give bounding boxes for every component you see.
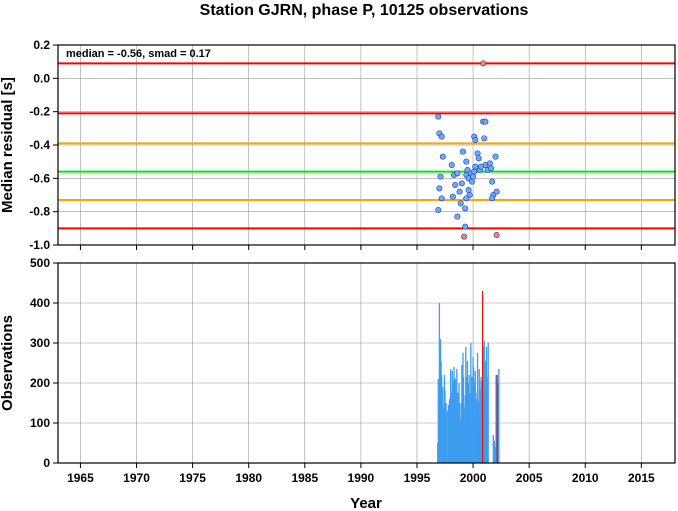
- residual-y-tick-label: -1.0: [29, 238, 50, 252]
- residual-point: [438, 133, 445, 140]
- year-tick-label: 1975: [179, 471, 206, 485]
- residual-point: [436, 185, 443, 192]
- residual-point: [456, 188, 463, 195]
- residual-y-tick-label: -0.6: [29, 171, 50, 185]
- residual-point: [481, 135, 488, 142]
- residual-point: [493, 188, 500, 195]
- residual-point: [459, 148, 466, 155]
- year-tick-label: 2015: [628, 471, 655, 485]
- year-tick-label: 2010: [572, 471, 599, 485]
- year-tick-label: 1970: [123, 471, 150, 485]
- residual-point: [470, 173, 477, 180]
- year-tick-label: 2005: [516, 471, 543, 485]
- residual-point: [489, 195, 496, 202]
- observations-y-tick-label: 400: [30, 296, 50, 310]
- residual-point: [477, 163, 484, 170]
- residual-point: [448, 162, 455, 169]
- residual-point: [489, 178, 496, 185]
- residual-point: [454, 170, 461, 177]
- residual-y-tick-label: -0.8: [29, 205, 50, 219]
- residual-reference-lines: [58, 62, 675, 230]
- residual-y-ticks: 0.2 0.0 -0.2 -0.4 -0.6 -0.8 -1.0: [29, 38, 58, 252]
- observations-y-ticks: 0 100 200 300 400 500: [30, 256, 58, 470]
- x-axis-label: Year: [350, 495, 382, 511]
- observations-panel: 0 100 200 300 400 500 1965 1970 1975 1980 1985 199…: [0, 256, 676, 511]
- residual-panel: 0.2 0.0 -0.2 -0.4 -0.6 -0.8 -1.0 median = -0.5…: [0, 38, 676, 252]
- residual-point: [437, 173, 444, 180]
- residual-points: [435, 60, 500, 240]
- residual-point: [468, 178, 475, 185]
- residual-y-tick-label: 0.2: [33, 38, 50, 52]
- residual-point: [461, 233, 468, 240]
- residual-point: [462, 205, 469, 212]
- observations-bars: [437, 291, 500, 463]
- year-x-ticks: 1965 1970 1975 1980 1985 1990 1995 2000 2005 2010…: [67, 463, 655, 485]
- year-tick-label: 2000: [460, 471, 487, 485]
- residual-point: [454, 213, 461, 220]
- residual-point: [486, 160, 493, 167]
- observations-y-tick-label: 500: [30, 256, 50, 270]
- residual-y-tick-label: -0.2: [29, 105, 50, 119]
- residual-point: [480, 60, 487, 67]
- median-smad-annotation: median = -0.56, smad = 0.17: [66, 48, 211, 60]
- residual-point: [465, 187, 472, 194]
- observations-y-tick-label: 100: [30, 416, 50, 430]
- residual-point: [458, 180, 465, 187]
- residual-y-axis-label: Median residual [s]: [0, 77, 16, 213]
- residual-point: [463, 195, 470, 202]
- residual-point: [471, 168, 478, 175]
- residual-point: [463, 158, 470, 165]
- residual-point: [462, 223, 469, 230]
- residual-point: [449, 193, 456, 200]
- observations-y-tick-label: 300: [30, 336, 50, 350]
- year-tick-label: 1980: [235, 471, 262, 485]
- year-tick-label: 1990: [348, 471, 375, 485]
- year-tick-label: 1985: [291, 471, 318, 485]
- year-tick-label: 1965: [67, 471, 94, 485]
- residual-point: [492, 153, 499, 160]
- residual-point: [493, 232, 500, 239]
- year-tick-label: 1995: [404, 471, 431, 485]
- observations-grid: [58, 262, 675, 464]
- residual-point: [435, 113, 442, 120]
- residual-y-tick-label: 0.0: [33, 71, 50, 85]
- residual-point: [488, 165, 495, 172]
- residual-point: [435, 207, 442, 214]
- residual-point: [474, 150, 481, 157]
- observations-y-tick-label: 200: [30, 376, 50, 390]
- residual-point: [475, 155, 482, 162]
- residual-grid: [58, 44, 675, 250]
- residual-point: [482, 118, 489, 125]
- residual-point: [472, 137, 479, 144]
- residual-point: [452, 182, 459, 189]
- observations-y-tick-label: 0: [43, 456, 50, 470]
- chart-title: Station GJRN, phase P, 10125 observation…: [200, 2, 529, 19]
- residual-point: [438, 195, 445, 202]
- residual-y-tick-label: -0.4: [29, 138, 50, 152]
- observations-y-axis-label: Observations: [0, 315, 16, 411]
- observations-plot-frame: [57, 262, 676, 464]
- residual-point: [457, 200, 464, 207]
- residual-point: [439, 153, 446, 160]
